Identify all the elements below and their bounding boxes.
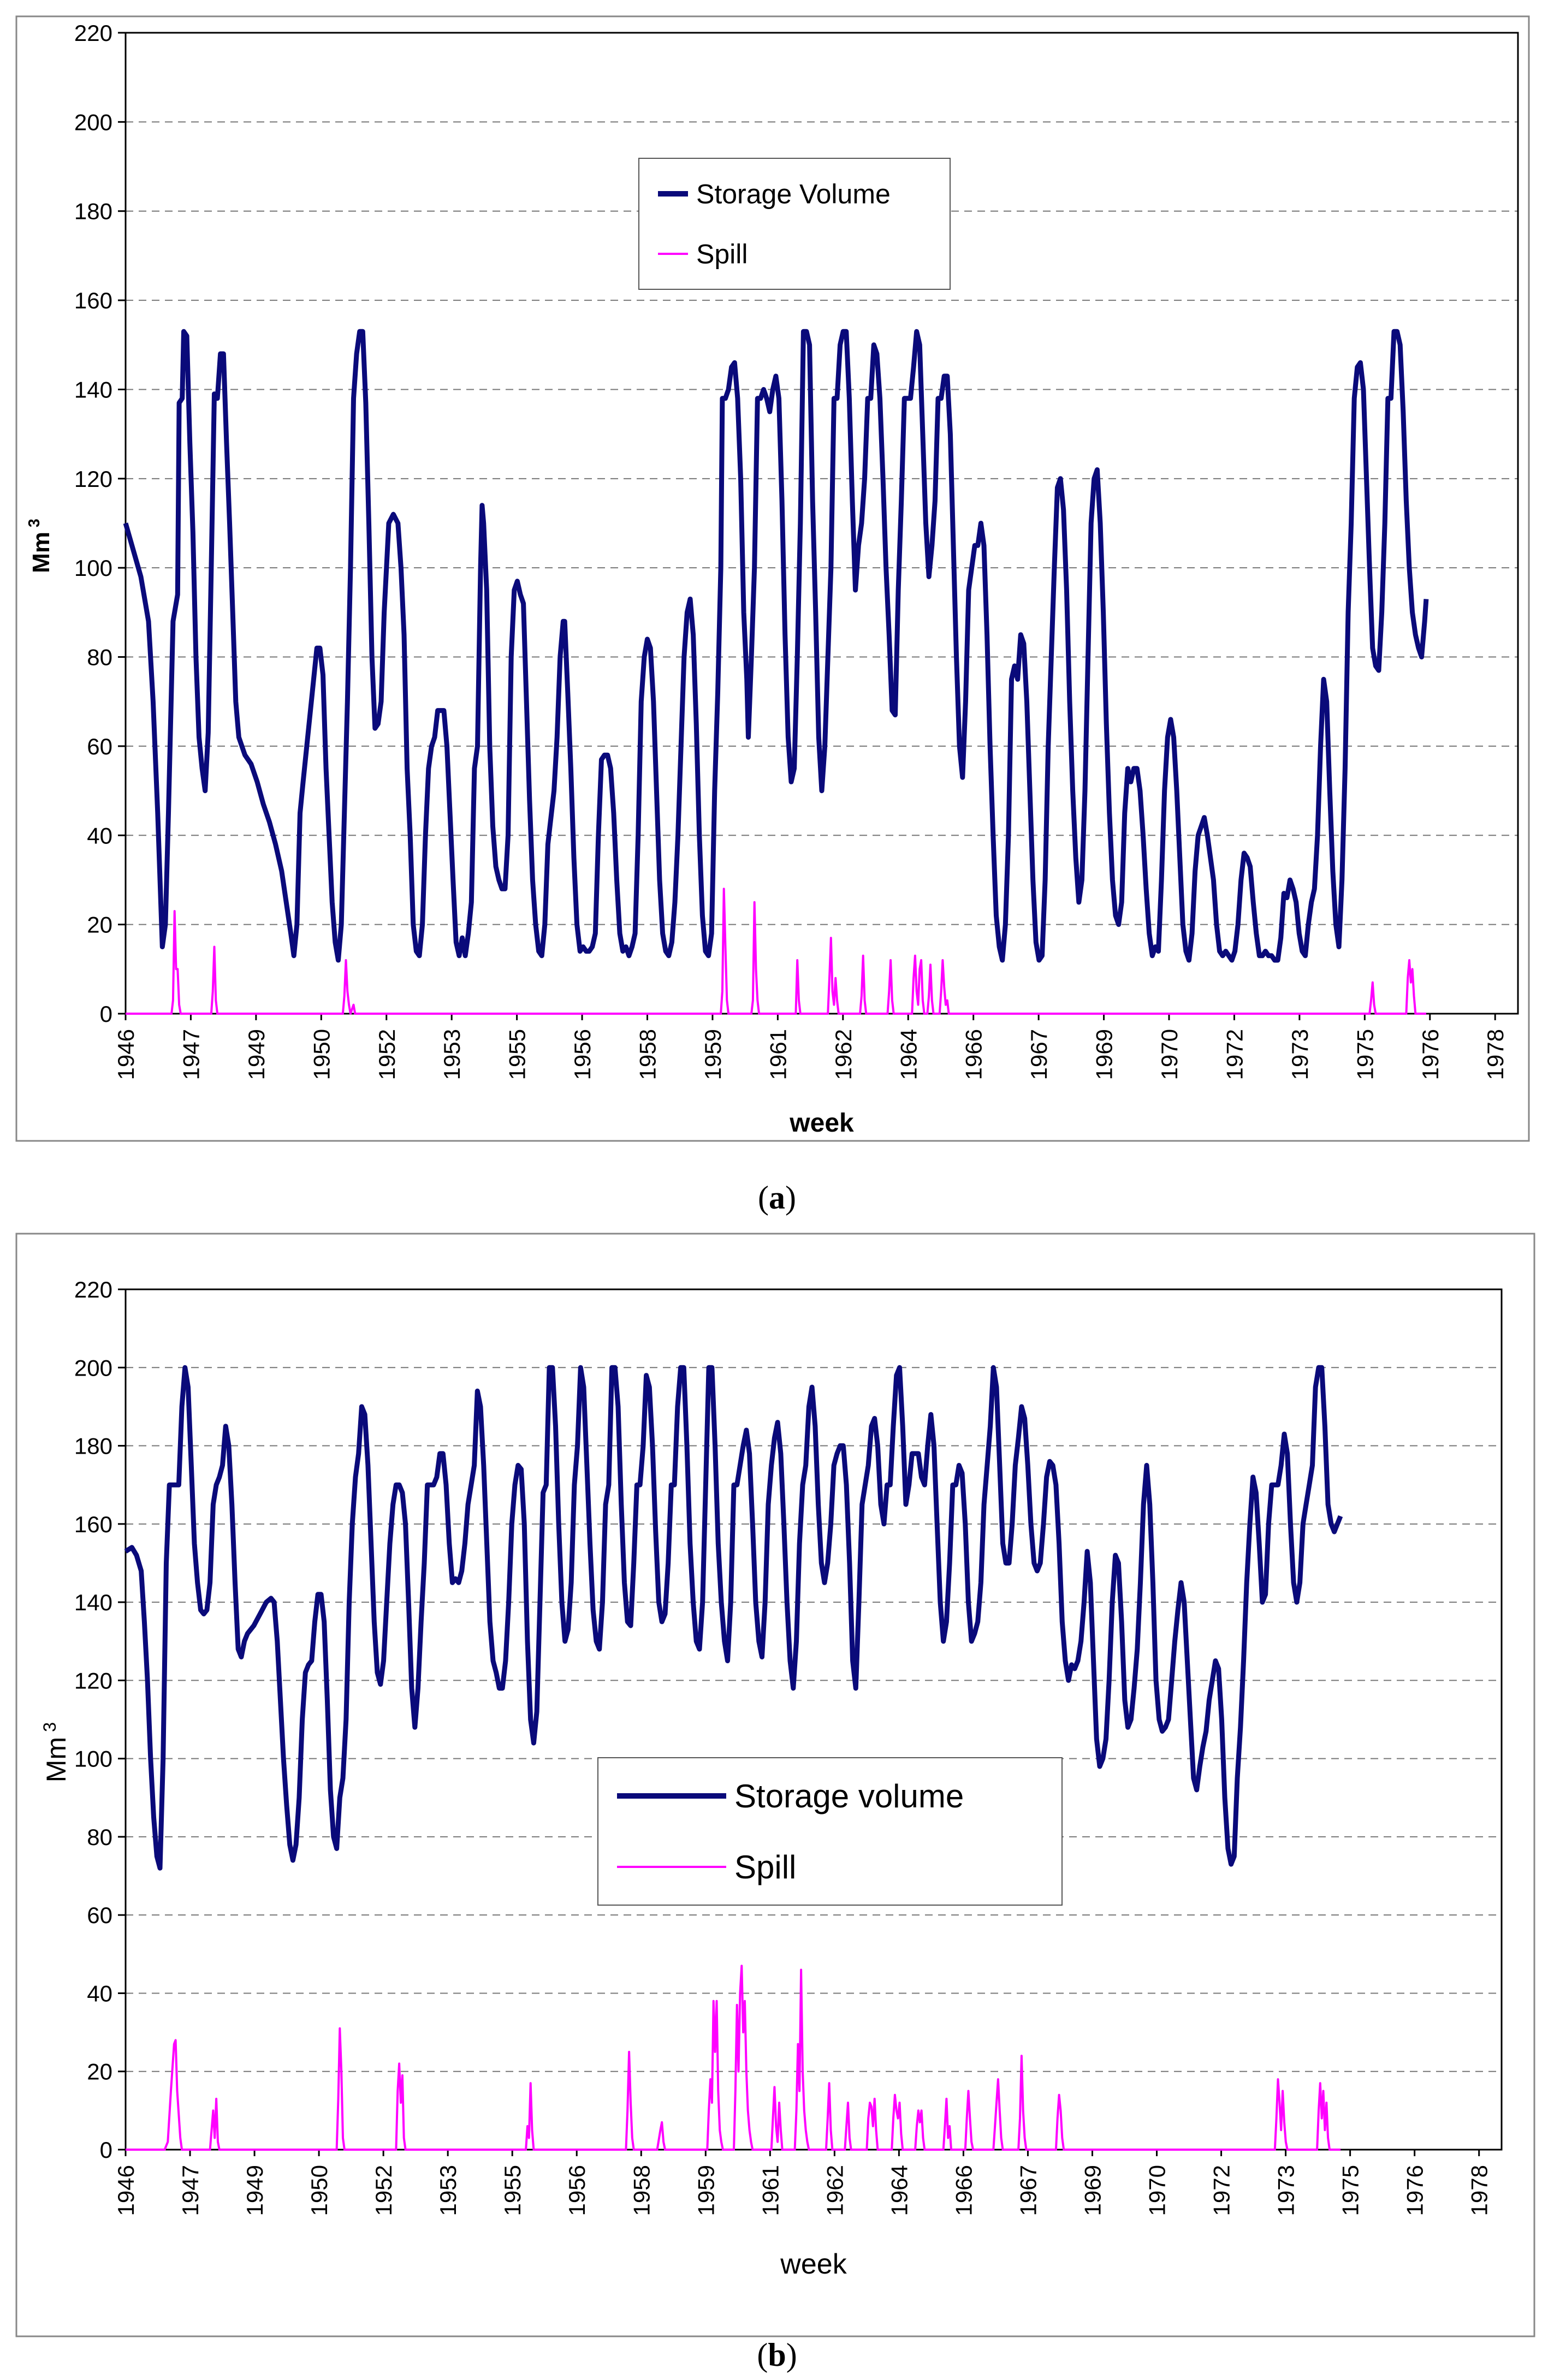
x-tick-label: 1973: [1287, 1029, 1313, 1080]
y-tick-label: 200: [74, 1355, 112, 1381]
x-tick-label: 1975: [1338, 2165, 1363, 2216]
y-tick-label: 160: [74, 288, 112, 313]
x-axis-label: week: [789, 1109, 854, 1138]
x-tick-label: 1969: [1080, 2165, 1105, 2216]
x-tick-label: 1953: [435, 2165, 461, 2216]
x-tick-label: 1964: [886, 2165, 912, 2216]
y-tick-label: 120: [74, 1668, 112, 1693]
x-tick-label: 1975: [1352, 1029, 1378, 1080]
y-tick-label: 140: [74, 1590, 112, 1615]
series-spill-line: [126, 1965, 1341, 2151]
x-tick-label: 1962: [822, 2165, 847, 2216]
x-tick-label: 1972: [1221, 1029, 1247, 1080]
x-tick-label: 1973: [1273, 2165, 1299, 2216]
y-tick-label: 40: [87, 1980, 112, 2006]
series-storage-volume-line: [123, 329, 1429, 963]
legend: [597, 1757, 1063, 1906]
y-tick-label: 220: [74, 1277, 112, 1302]
x-tick-label: 1964: [895, 1029, 921, 1080]
x-tick-label: 1959: [700, 1029, 726, 1080]
x-axis-label: week: [780, 2248, 847, 2280]
y-tick-label: 100: [74, 1746, 112, 1772]
legend-label: Storage Volume: [696, 179, 891, 210]
y-tick-label: 0: [100, 2137, 112, 2163]
x-tick-label: 1978: [1482, 1029, 1508, 1080]
x-tick-label: 1949: [242, 2165, 268, 2216]
x-tick-label: 1947: [178, 1029, 204, 1080]
x-tick-label: 1961: [757, 2165, 783, 2216]
series-storage-volume-line: [124, 1365, 1343, 1871]
caption-a: (a): [758, 1180, 796, 1216]
x-tick-label: 1978: [1467, 2165, 1492, 2216]
x-tick-label: 1976: [1402, 2165, 1428, 2216]
x-tick-label: 1947: [177, 2165, 203, 2216]
y-tick-label: 60: [87, 734, 112, 759]
y-tick-label: 40: [87, 823, 112, 848]
y-tick-label: 220: [74, 20, 112, 46]
y-tick-label: 120: [74, 466, 112, 492]
x-tick-label: 1966: [951, 2165, 976, 2216]
x-tick-label: 1967: [1015, 2165, 1041, 2216]
x-tick-label: 1958: [635, 1029, 661, 1080]
x-tick-label: 1950: [309, 1029, 334, 1080]
x-tick-label: 1962: [831, 1029, 856, 1080]
y-axis-label: Mm 3: [40, 1722, 72, 1782]
legend-label: Storage volume: [734, 1778, 964, 1814]
y-tick-label: 20: [87, 2059, 112, 2085]
x-tick-label: 1959: [693, 2165, 719, 2216]
y-tick-label: 20: [87, 912, 112, 938]
x-tick-label: 1956: [564, 2165, 590, 2216]
x-tick-label: 1946: [113, 2165, 139, 2216]
y-tick-label: 160: [74, 1512, 112, 1537]
y-tick-label: 180: [74, 199, 112, 224]
y-axis-label: Mm 3: [26, 519, 55, 573]
x-tick-label: 1970: [1144, 2165, 1170, 2216]
x-tick-label: 1969: [1092, 1029, 1117, 1080]
y-tick-label: 80: [87, 645, 112, 670]
x-tick-label: 1950: [306, 2165, 332, 2216]
y-tick-label: 140: [74, 377, 112, 402]
caption-b: (b): [757, 2337, 797, 2373]
y-tick-label: 60: [87, 1902, 112, 1928]
x-tick-label: 1972: [1209, 2165, 1235, 2216]
y-tick-label: 180: [74, 1433, 112, 1459]
chart-b: 0 20 40 60 80 100 120 140 160 180 200 220 1946 1947 19…: [15, 1233, 1535, 2337]
x-tick-label: 1967: [1026, 1029, 1052, 1080]
chart-a: 0 20 40 60 80 100 120 140 160 180 200 220 1946 1947 19…: [15, 15, 1530, 1142]
x-tick-label: 1952: [371, 2165, 396, 2216]
x-tick-label: 1961: [765, 1029, 791, 1080]
legend-label: Spill: [734, 1849, 796, 1885]
x-tick-label: 1952: [374, 1029, 400, 1080]
y-tick-label: 0: [100, 1001, 112, 1027]
series-spill-line: [126, 888, 1426, 1015]
x-tick-label: 1955: [500, 2165, 525, 2216]
x-tick-label: 1955: [505, 1029, 530, 1080]
x-tick-label: 1976: [1417, 1029, 1443, 1080]
x-tick-label: 1958: [628, 2165, 654, 2216]
legend-label: Spill: [696, 239, 748, 270]
x-tick-label: 1949: [244, 1029, 269, 1080]
x-tick-label: 1966: [961, 1029, 987, 1080]
x-tick-label: 1956: [570, 1029, 595, 1080]
x-tick-label: 1953: [439, 1029, 465, 1080]
y-tick-label: 100: [74, 555, 112, 581]
x-tick-label: 1946: [113, 1029, 139, 1080]
y-tick-label: 80: [87, 1824, 112, 1850]
y-tick-label: 200: [74, 109, 112, 135]
x-tick-label: 1970: [1156, 1029, 1182, 1080]
legend: [638, 158, 951, 290]
